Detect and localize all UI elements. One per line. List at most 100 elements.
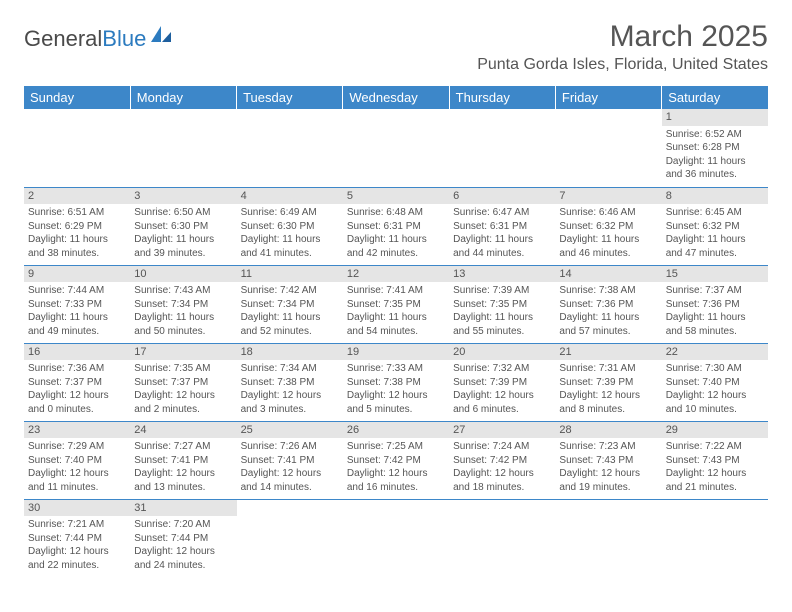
daylight1-text: Daylight: 12 hours bbox=[28, 545, 126, 559]
daylight2-text: and 44 minutes. bbox=[453, 247, 551, 261]
day-header: Friday bbox=[555, 86, 661, 109]
sunset-text: Sunset: 7:39 PM bbox=[559, 376, 657, 390]
daylight2-text: and 14 minutes. bbox=[241, 481, 339, 495]
calendar-day-cell: 5Sunrise: 6:48 AMSunset: 6:31 PMDaylight… bbox=[343, 187, 449, 265]
daylight1-text: Daylight: 12 hours bbox=[28, 467, 126, 481]
calendar-day-cell: 11Sunrise: 7:42 AMSunset: 7:34 PMDayligh… bbox=[237, 265, 343, 343]
calendar-week-row: 2Sunrise: 6:51 AMSunset: 6:29 PMDaylight… bbox=[24, 187, 768, 265]
daylight1-text: Daylight: 12 hours bbox=[559, 467, 657, 481]
day-number: 30 bbox=[24, 500, 130, 517]
daylight1-text: Daylight: 11 hours bbox=[134, 311, 232, 325]
sunrise-text: Sunrise: 7:30 AM bbox=[666, 362, 764, 376]
day-number: 28 bbox=[555, 422, 661, 439]
daylight2-text: and 16 minutes. bbox=[347, 481, 445, 495]
day-number: 24 bbox=[130, 422, 236, 439]
calendar-day-cell bbox=[237, 109, 343, 187]
sunset-text: Sunset: 7:44 PM bbox=[28, 532, 126, 546]
calendar-day-cell: 2Sunrise: 6:51 AMSunset: 6:29 PMDaylight… bbox=[24, 187, 130, 265]
calendar-day-cell bbox=[130, 109, 236, 187]
calendar-day-cell bbox=[24, 109, 130, 187]
calendar-day-cell bbox=[449, 109, 555, 187]
day-number: 16 bbox=[24, 344, 130, 361]
daylight2-text: and 22 minutes. bbox=[28, 559, 126, 573]
calendar-day-cell: 31Sunrise: 7:20 AMSunset: 7:44 PMDayligh… bbox=[130, 499, 236, 577]
daylight1-text: Daylight: 11 hours bbox=[241, 311, 339, 325]
daylight2-text: and 41 minutes. bbox=[241, 247, 339, 261]
calendar-week-row: 30Sunrise: 7:21 AMSunset: 7:44 PMDayligh… bbox=[24, 499, 768, 577]
day-number: 21 bbox=[555, 344, 661, 361]
day-number: 5 bbox=[343, 188, 449, 205]
sunrise-text: Sunrise: 6:45 AM bbox=[666, 206, 764, 220]
sunrise-text: Sunrise: 7:38 AM bbox=[559, 284, 657, 298]
sunrise-text: Sunrise: 7:42 AM bbox=[241, 284, 339, 298]
daylight1-text: Daylight: 11 hours bbox=[28, 233, 126, 247]
sunrise-text: Sunrise: 7:34 AM bbox=[241, 362, 339, 376]
calendar-day-cell: 18Sunrise: 7:34 AMSunset: 7:38 PMDayligh… bbox=[237, 343, 343, 421]
daylight1-text: Daylight: 12 hours bbox=[241, 467, 339, 481]
day-header: Monday bbox=[130, 86, 236, 109]
calendar-day-cell: 22Sunrise: 7:30 AMSunset: 7:40 PMDayligh… bbox=[662, 343, 768, 421]
daylight2-text: and 38 minutes. bbox=[28, 247, 126, 261]
calendar-day-cell bbox=[449, 499, 555, 577]
daylight2-text: and 6 minutes. bbox=[453, 403, 551, 417]
day-header-row: Sunday Monday Tuesday Wednesday Thursday… bbox=[24, 86, 768, 109]
daylight1-text: Daylight: 12 hours bbox=[453, 467, 551, 481]
day-number: 11 bbox=[237, 266, 343, 283]
calendar-day-cell: 14Sunrise: 7:38 AMSunset: 7:36 PMDayligh… bbox=[555, 265, 661, 343]
sunrise-text: Sunrise: 6:50 AM bbox=[134, 206, 232, 220]
daylight2-text: and 36 minutes. bbox=[666, 168, 764, 182]
calendar-day-cell: 15Sunrise: 7:37 AMSunset: 7:36 PMDayligh… bbox=[662, 265, 768, 343]
sunset-text: Sunset: 7:43 PM bbox=[666, 454, 764, 468]
daylight1-text: Daylight: 11 hours bbox=[453, 311, 551, 325]
daylight2-text: and 39 minutes. bbox=[134, 247, 232, 261]
sunset-text: Sunset: 6:29 PM bbox=[28, 220, 126, 234]
daylight2-text: and 58 minutes. bbox=[666, 325, 764, 339]
calendar-day-cell: 23Sunrise: 7:29 AMSunset: 7:40 PMDayligh… bbox=[24, 421, 130, 499]
sunset-text: Sunset: 6:31 PM bbox=[453, 220, 551, 234]
sunset-text: Sunset: 7:34 PM bbox=[134, 298, 232, 312]
calendar-week-row: 16Sunrise: 7:36 AMSunset: 7:37 PMDayligh… bbox=[24, 343, 768, 421]
sunrise-text: Sunrise: 7:36 AM bbox=[28, 362, 126, 376]
calendar-day-cell: 3Sunrise: 6:50 AMSunset: 6:30 PMDaylight… bbox=[130, 187, 236, 265]
calendar-day-cell: 29Sunrise: 7:22 AMSunset: 7:43 PMDayligh… bbox=[662, 421, 768, 499]
calendar-day-cell: 21Sunrise: 7:31 AMSunset: 7:39 PMDayligh… bbox=[555, 343, 661, 421]
logo-text-blue: Blue bbox=[102, 26, 146, 52]
daylight1-text: Daylight: 11 hours bbox=[453, 233, 551, 247]
calendar-day-cell: 13Sunrise: 7:39 AMSunset: 7:35 PMDayligh… bbox=[449, 265, 555, 343]
daylight1-text: Daylight: 12 hours bbox=[134, 545, 232, 559]
sunrise-text: Sunrise: 7:29 AM bbox=[28, 440, 126, 454]
logo: GeneralBlue bbox=[24, 26, 173, 52]
daylight2-text: and 42 minutes. bbox=[347, 247, 445, 261]
calendar-week-row: 9Sunrise: 7:44 AMSunset: 7:33 PMDaylight… bbox=[24, 265, 768, 343]
sunrise-text: Sunrise: 6:51 AM bbox=[28, 206, 126, 220]
daylight2-text: and 0 minutes. bbox=[28, 403, 126, 417]
sunrise-text: Sunrise: 7:39 AM bbox=[453, 284, 551, 298]
sunrise-text: Sunrise: 7:44 AM bbox=[28, 284, 126, 298]
sunset-text: Sunset: 7:39 PM bbox=[453, 376, 551, 390]
day-header: Tuesday bbox=[237, 86, 343, 109]
daylight1-text: Daylight: 11 hours bbox=[347, 311, 445, 325]
day-number: 7 bbox=[555, 188, 661, 205]
title-block: March 2025 Punta Gorda Isles, Florida, U… bbox=[477, 20, 768, 74]
daylight1-text: Daylight: 12 hours bbox=[134, 467, 232, 481]
day-number: 26 bbox=[343, 422, 449, 439]
daylight1-text: Daylight: 12 hours bbox=[559, 389, 657, 403]
sunrise-text: Sunrise: 7:22 AM bbox=[666, 440, 764, 454]
calendar-day-cell: 24Sunrise: 7:27 AMSunset: 7:41 PMDayligh… bbox=[130, 421, 236, 499]
sunrise-text: Sunrise: 7:23 AM bbox=[559, 440, 657, 454]
daylight2-text: and 5 minutes. bbox=[347, 403, 445, 417]
daylight1-text: Daylight: 11 hours bbox=[28, 311, 126, 325]
calendar-day-cell: 12Sunrise: 7:41 AMSunset: 7:35 PMDayligh… bbox=[343, 265, 449, 343]
sunset-text: Sunset: 7:40 PM bbox=[28, 454, 126, 468]
sunset-text: Sunset: 6:31 PM bbox=[347, 220, 445, 234]
calendar-day-cell: 25Sunrise: 7:26 AMSunset: 7:41 PMDayligh… bbox=[237, 421, 343, 499]
daylight2-text: and 21 minutes. bbox=[666, 481, 764, 495]
sunset-text: Sunset: 6:32 PM bbox=[559, 220, 657, 234]
calendar-day-cell: 1Sunrise: 6:52 AMSunset: 6:28 PMDaylight… bbox=[662, 109, 768, 187]
day-number: 12 bbox=[343, 266, 449, 283]
sunrise-text: Sunrise: 6:48 AM bbox=[347, 206, 445, 220]
day-number: 31 bbox=[130, 500, 236, 517]
location-text: Punta Gorda Isles, Florida, United State… bbox=[477, 56, 768, 74]
daylight2-text: and 55 minutes. bbox=[453, 325, 551, 339]
calendar-day-cell: 20Sunrise: 7:32 AMSunset: 7:39 PMDayligh… bbox=[449, 343, 555, 421]
